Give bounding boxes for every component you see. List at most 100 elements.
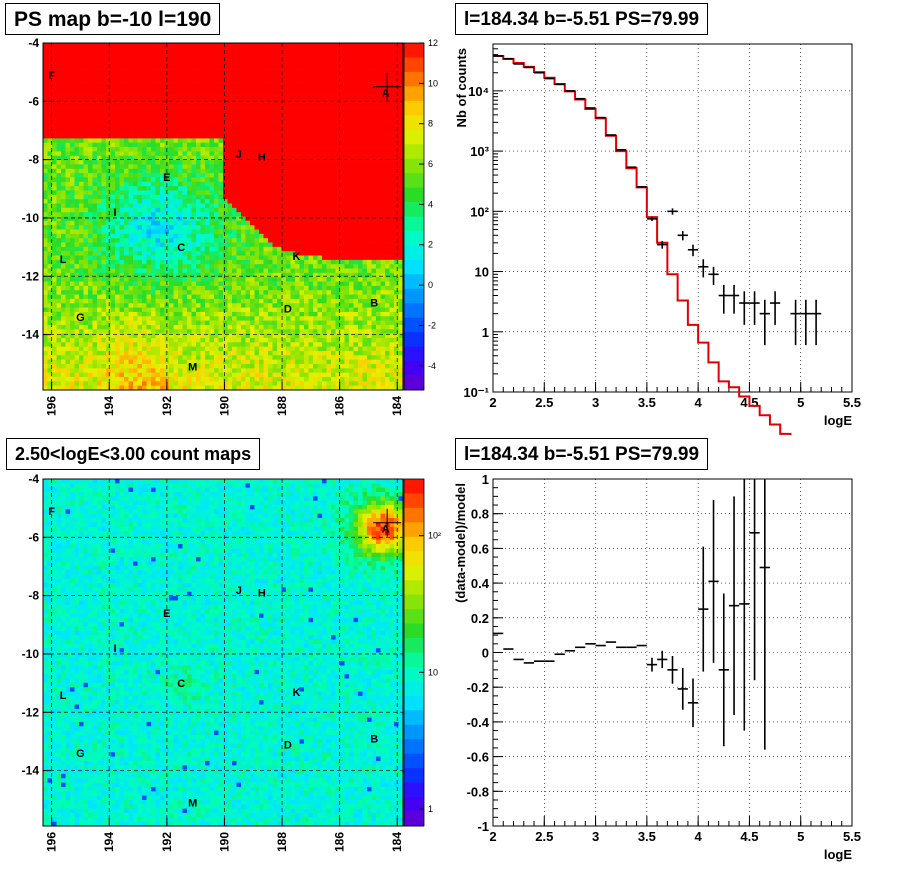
residual-point: [647, 658, 657, 672]
source-label-a: A: [382, 524, 390, 536]
data-point: [739, 291, 749, 325]
colorbar-segment: [404, 289, 424, 304]
colorbar-tick-label: 1: [428, 804, 433, 814]
y-tick-label: 0.4: [471, 576, 490, 591]
x-tick-label: 4.5: [740, 829, 758, 844]
colorbar-tick-label: -4: [428, 361, 436, 371]
residual-point: [657, 651, 667, 668]
y-tick-label: 10²: [470, 204, 489, 219]
residual-point: [708, 500, 718, 663]
y-tick-label: -14: [22, 764, 40, 778]
y-tick-label: -0.8: [467, 784, 489, 799]
spectrum-grid: [493, 44, 852, 392]
colorbar-tick-label: 0: [428, 280, 433, 290]
y-tick-label: 0: [482, 646, 489, 661]
data-point: [729, 285, 739, 314]
data-point: [698, 259, 708, 277]
colorbar-segment: [404, 361, 424, 376]
colorbar-segment: [404, 624, 424, 639]
x-tick-label: 196: [45, 396, 59, 416]
x-tick-label: 184: [390, 396, 404, 416]
residual-point: [729, 496, 739, 715]
residual-point: [678, 668, 688, 710]
y-tick-label: -14: [22, 328, 40, 342]
data-point: [801, 300, 811, 345]
x-tick-label: 5.5: [843, 829, 861, 844]
x-tick-label: 5: [797, 395, 804, 410]
y-tick-label: -6: [28, 530, 39, 544]
source-label-e: E: [163, 172, 170, 184]
source-label-j: J: [236, 149, 242, 161]
colorbar-segment: [404, 580, 424, 595]
y-tick-label: -12: [22, 705, 40, 719]
data-point: [678, 231, 688, 240]
source-label-k: K: [292, 687, 300, 699]
y-axis-label: (data-model)/model: [453, 483, 468, 603]
spectrum-title: l=184.34 b=-5.51 PS=79.99: [455, 3, 708, 35]
y-tick-label: 10: [475, 265, 489, 280]
source-label-f: F: [48, 506, 55, 518]
colorbar-segment: [404, 217, 424, 232]
colorbar-segment: [404, 667, 424, 682]
x-tick-label: 3: [592, 829, 599, 844]
ps-map-title: PS map b=-10 l=190: [5, 3, 220, 35]
y-tick-label: -0.6: [467, 750, 489, 765]
data-point: [770, 291, 780, 325]
colorbar-segment: [404, 696, 424, 711]
colorbar-segment: [404, 101, 424, 116]
colorbar-segment: [404, 274, 424, 289]
colorbar-segment: [404, 653, 424, 668]
x-tick-label: 2.5: [535, 395, 553, 410]
x-tick-label: 2.5: [535, 829, 553, 844]
ps-heatmap: [43, 43, 403, 390]
colorbar-segment: [404, 173, 424, 188]
residual-point: [667, 656, 677, 684]
source-label-g: G: [76, 748, 85, 760]
x-tick-label: 4: [695, 395, 703, 410]
y-tick-label: -0.2: [467, 680, 489, 695]
colorbar-segment: [404, 231, 424, 246]
colorbar-tick-label: 4: [428, 199, 433, 209]
colorbar-tick-label: 10: [428, 667, 438, 677]
residual-point: [688, 679, 698, 728]
colorbar-tick-label: 8: [428, 119, 433, 129]
colorbar-segment: [404, 144, 424, 159]
x-tick-label: 2: [489, 829, 496, 844]
colorbar-segment: [404, 303, 424, 318]
colorbar-tick-label: 10: [428, 78, 438, 88]
colorbar-segment: [404, 508, 424, 523]
y-tick-label: 10³: [470, 144, 489, 159]
colorbar-segment: [404, 768, 424, 783]
source-label-k: K: [292, 251, 300, 263]
source-label-i: I: [113, 643, 116, 655]
x-tick-label: 184: [390, 832, 404, 852]
colorbar-segment: [404, 739, 424, 754]
source-label-d: D: [284, 739, 292, 751]
colorbar-tick-label: -2: [428, 320, 436, 330]
colorbar-segment: [404, 812, 424, 827]
colorbar-segment: [404, 609, 424, 624]
source-label-i: I: [113, 207, 116, 219]
residual-point: [760, 479, 770, 750]
count-heatmap: [43, 479, 403, 826]
colorbar-segment: [404, 566, 424, 581]
y-tick-label: 10⁻¹: [463, 385, 489, 400]
colorbar-segment: [404, 537, 424, 552]
y-tick-label: -1: [477, 819, 489, 834]
source-label-h: H: [258, 588, 266, 600]
source-label-a: A: [382, 88, 390, 100]
source-label-e: E: [163, 608, 170, 620]
source-label-c: C: [177, 678, 185, 690]
x-tick-label: 194: [102, 396, 116, 416]
data-point: [719, 285, 729, 314]
x-tick-label: 188: [275, 396, 289, 416]
x-tick-label: 3.5: [638, 395, 656, 410]
colorbar-segment: [404, 72, 424, 87]
x-tick-label: 194: [102, 832, 116, 852]
x-tick-label: 3: [592, 395, 599, 410]
x-tick-label: 188: [275, 832, 289, 852]
y-tick-label: -0.4: [467, 715, 490, 730]
x-tick-label: 190: [217, 396, 231, 416]
